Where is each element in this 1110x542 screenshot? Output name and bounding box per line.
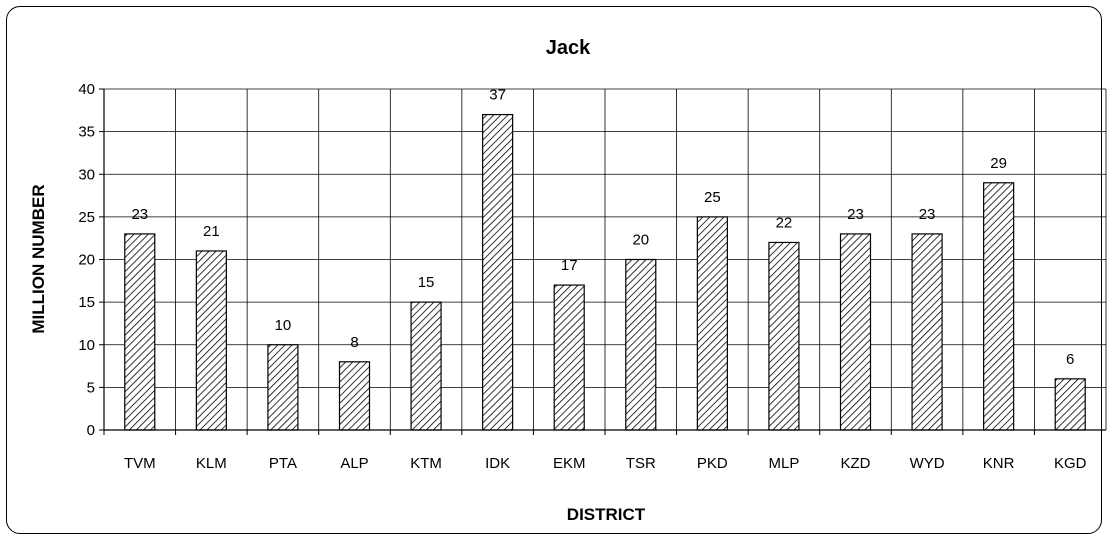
bar	[625, 258, 657, 431]
x-tick-label: MLP	[769, 455, 800, 472]
x-tick-label: ALP	[340, 455, 368, 472]
data-label: 10	[275, 317, 292, 334]
x-tick-label: EKM	[553, 455, 586, 472]
bar	[410, 301, 442, 431]
y-tick-label: 0	[87, 422, 95, 439]
bar	[267, 344, 299, 431]
x-tick-label: TVM	[124, 455, 156, 472]
x-tick-label: KNR	[983, 455, 1015, 472]
data-label: 23	[919, 206, 936, 223]
axes	[99, 88, 1106, 435]
x-tick-label: IDK	[485, 455, 510, 472]
bar	[482, 113, 514, 431]
data-label: 17	[561, 257, 578, 274]
bar	[124, 233, 156, 431]
x-axis-label: DISTRICT	[567, 505, 646, 524]
bar	[696, 216, 728, 431]
data-label: 25	[704, 189, 721, 206]
bar	[983, 182, 1015, 431]
grid-lines	[104, 88, 1107, 430]
y-tick-label: 35	[78, 124, 95, 141]
data-label: 6	[1066, 351, 1074, 368]
y-tick-label: 15	[78, 294, 95, 311]
y-tick-label: 25	[78, 209, 95, 226]
y-tick-label: 40	[78, 81, 95, 98]
data-label: 23	[847, 206, 864, 223]
x-tick-label: KLM	[196, 455, 227, 472]
y-tick-label: 10	[78, 337, 95, 354]
bar	[1054, 378, 1086, 431]
bar	[553, 284, 585, 431]
data-label: 29	[990, 155, 1007, 172]
x-tick-label: PKD	[697, 455, 728, 472]
bar	[338, 361, 371, 431]
x-tick-labels: TVM KLM PTA ALP KTM IDK EKM TSR PKD MLP KZD WYD KNR K…	[124, 455, 1087, 472]
y-axis-label: MILLION NUMBER	[29, 184, 48, 333]
x-tick-label: WYD	[910, 455, 945, 472]
x-tick-label: PTA	[269, 455, 297, 472]
y-tick-label: 30	[78, 166, 95, 183]
bar	[768, 241, 800, 431]
x-tick-label: KZD	[841, 455, 871, 472]
bar	[839, 233, 872, 431]
y-tick-labels: 0 5 10 15 20 25 30 35 40	[78, 81, 95, 439]
x-tick-label: TSR	[626, 455, 656, 472]
x-tick-label: KTM	[410, 455, 442, 472]
data-label: 20	[632, 232, 649, 249]
x-tick-label: KGD	[1054, 455, 1087, 472]
data-label: 23	[131, 206, 148, 223]
bars	[124, 113, 1086, 431]
data-label: 15	[418, 274, 435, 291]
bar	[195, 250, 227, 431]
data-label: 21	[203, 223, 220, 240]
bar	[911, 233, 943, 431]
y-tick-label: 20	[78, 252, 95, 269]
data-label: 8	[350, 334, 358, 351]
y-tick-label: 5	[87, 379, 95, 396]
data-label: 37	[489, 87, 506, 104]
chart-title: Jack	[546, 37, 591, 59]
data-labels: 23 21 10 8 15 37 17 20 25 22 23 23 29 6	[131, 87, 1074, 368]
data-label: 22	[776, 214, 793, 231]
